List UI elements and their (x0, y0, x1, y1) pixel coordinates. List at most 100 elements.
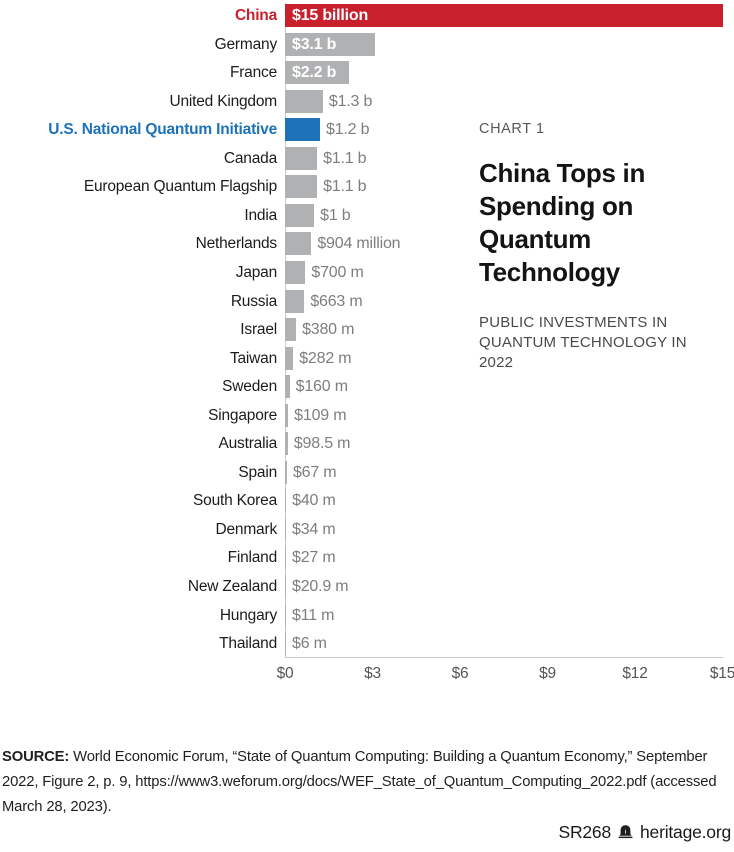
chart-row: India $1 b (0, 203, 734, 227)
bar (285, 460, 287, 484)
liberty-bell-icon (617, 824, 634, 841)
bar (285, 146, 318, 170)
x-axis-tick-label: $6 (451, 665, 469, 682)
chart-row: Taiwan $282 m (0, 346, 734, 370)
site-link[interactable]: heritage.org (640, 822, 731, 842)
source-label: SOURCE: (2, 748, 70, 765)
chart-row: Japan $700 m (0, 260, 734, 284)
bar (285, 232, 312, 256)
value-label: $1.3 b (328, 92, 373, 110)
category-label: France (229, 64, 277, 82)
chart-row: Singapore $109 m (0, 403, 734, 427)
chart-row: Spain $67 m (0, 460, 734, 484)
category-label: New Zealand (187, 578, 277, 595)
value-label: $700 m (311, 263, 364, 281)
value-label: $109 m (294, 406, 347, 424)
value-label: $3.1 b (292, 35, 337, 53)
chart-subtitle: PUBLIC INVESTMENTS IN QUANTUM TECHNOLOGY… (479, 314, 687, 371)
category-label: U.S. National Quantum Initiative (48, 121, 277, 139)
value-label: $98.5 m (293, 435, 351, 453)
category-label: India (244, 206, 277, 224)
chart-row: Hungary $11 m (0, 603, 734, 627)
value-label: $6 m (292, 635, 327, 653)
bar (285, 89, 323, 113)
category-label: United Kingdom (169, 92, 278, 110)
bar (285, 61, 350, 85)
value-label: $20.9 m (292, 578, 349, 595)
value-label: $160 m (295, 378, 348, 396)
category-label: Hungary (219, 606, 277, 624)
chart-kicker: CHART 1 (479, 121, 545, 137)
bar-chart: China $15 billion Germany $3.1 b France $2.2 … (0, 3, 734, 682)
value-label: $11 m (292, 606, 335, 624)
chart-row: U.S. National Quantum Initiative $1.2 b (0, 118, 734, 142)
chart-row: Canada $1.1 b (0, 146, 734, 170)
chart-row: China $15 billion (0, 4, 734, 27)
bar (285, 175, 318, 199)
x-axis-tick-label: $15 (709, 665, 734, 682)
value-label: $380 m (302, 321, 355, 339)
category-label: Russia (230, 292, 277, 310)
chart-row: European Quantum Flagship $1.1 b (0, 175, 734, 199)
bar (285, 289, 305, 313)
bar (285, 203, 315, 227)
bar (285, 318, 297, 342)
chart-row: Thailand $6 m (0, 632, 734, 656)
bar (285, 575, 286, 598)
bar (285, 346, 294, 370)
category-label: Singapore (208, 406, 277, 424)
bar (285, 517, 286, 541)
category-label: Taiwan (229, 349, 277, 367)
chart-row: Finland $27 m (0, 546, 734, 570)
chart-row: New Zealand $20.9 m (0, 575, 734, 598)
category-label: South Korea (193, 492, 277, 510)
category-label: Australia (218, 435, 277, 453)
category-label: Netherlands (195, 235, 278, 253)
x-axis-tick-label: $9 (539, 665, 556, 682)
chart-row: United Kingdom $1.3 b (0, 89, 734, 113)
value-label: $67 m (292, 463, 337, 481)
value-label: $1.2 b (326, 121, 370, 139)
source-text: World Economic Forum, “State of Quantum … (2, 748, 717, 815)
value-label: $1.1 b (323, 178, 367, 196)
bar (285, 546, 286, 570)
value-label: $904 million (317, 235, 401, 253)
value-label: $1.1 b (323, 149, 367, 167)
value-label: $27 m (292, 549, 336, 567)
chart-row: Russia $663 m (0, 289, 734, 313)
category-label: Denmark (215, 520, 278, 538)
category-label: Israel (240, 321, 277, 339)
category-label: Canada (223, 149, 277, 167)
x-axis-tick-label: $0 (276, 665, 294, 682)
chart-row: Netherlands $904 million (0, 232, 734, 256)
bar (285, 489, 287, 513)
x-axis-line (285, 657, 723, 658)
category-label: Sweden (222, 378, 277, 396)
chart-title-block: CHART 1 China Tops in Spending on Quantu… (479, 121, 699, 373)
bar (285, 32, 376, 56)
chart-row: Denmark $34 m (0, 517, 734, 541)
report-id: SR268 (558, 822, 611, 842)
chart-row: Germany $3.1 b (0, 32, 734, 56)
bar (285, 260, 306, 284)
category-label: Spain (238, 463, 277, 481)
chart-title: China Tops in Spending on Quantum Techno… (479, 158, 646, 287)
value-label: $2.2 b (292, 64, 337, 82)
bar (285, 118, 320, 142)
category-label: Thailand (219, 635, 277, 653)
chart-row: Sweden $160 m (0, 375, 734, 399)
category-label: Germany (214, 35, 278, 53)
value-label: $15 billion (292, 7, 369, 24)
bar (285, 4, 723, 27)
category-label: European Quantum Flagship (83, 178, 277, 196)
chart-row: France $2.2 b (0, 61, 734, 85)
x-axis-tick-label: $12 (622, 665, 648, 682)
bar (285, 403, 289, 427)
chart-row: Israel $380 m (0, 318, 734, 342)
value-label: $663 m (310, 292, 363, 310)
value-label: $34 m (292, 520, 336, 538)
chart-row: Australia $98.5 m (0, 432, 734, 456)
bar (285, 375, 290, 399)
x-axis-tick-label: $3 (364, 665, 381, 682)
